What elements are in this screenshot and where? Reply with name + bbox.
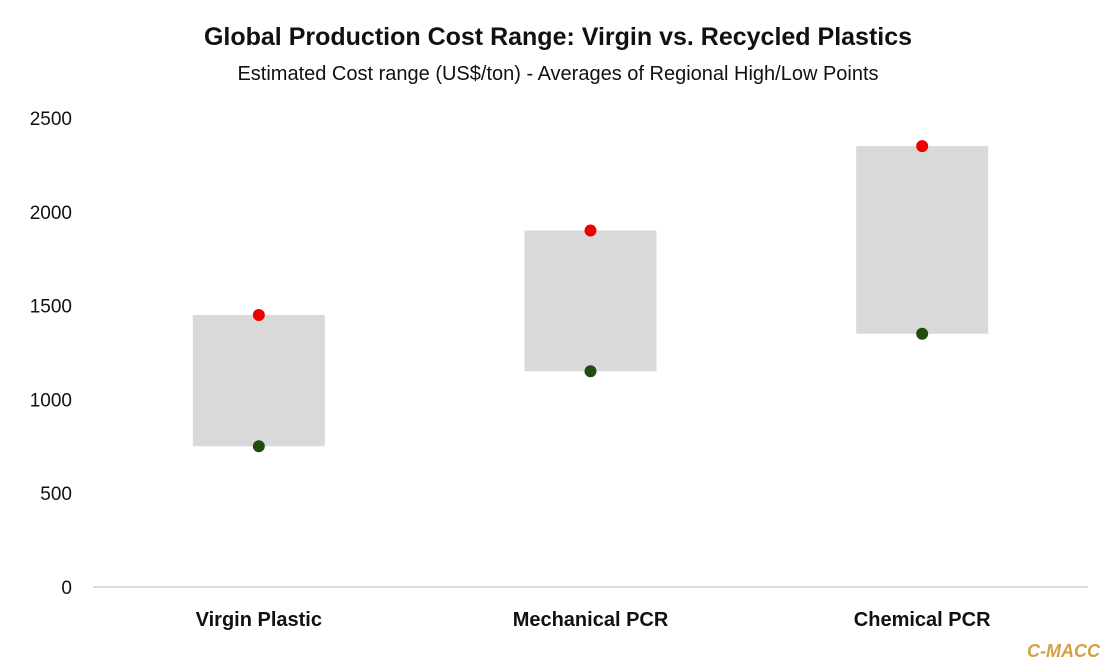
low-point — [584, 365, 597, 378]
x-axis: Virgin Plastic Mechanical PCR Chemical PCR — [196, 609, 991, 631]
low-point — [916, 327, 929, 340]
chart-title: Global Production Cost Range: Virgin vs.… — [204, 23, 912, 51]
y-tick-label: 1000 — [30, 390, 72, 411]
brand-watermark: C-MACC — [1027, 641, 1101, 661]
y-tick-label: 500 — [40, 484, 72, 505]
range-bar — [856, 146, 989, 334]
x-tick-label: Chemical PCR — [854, 609, 991, 631]
high-point — [584, 224, 597, 237]
high-point — [916, 140, 929, 153]
high-point — [252, 308, 265, 321]
y-tick-label: 1500 — [30, 297, 72, 318]
y-tick-label: 2500 — [30, 109, 72, 130]
range-bars — [192, 146, 989, 447]
chart-subtitle: Estimated Cost range (US$/ton) - Average… — [237, 63, 878, 85]
range-bar — [524, 230, 657, 372]
y-tick-label: 0 — [61, 578, 72, 599]
data-points — [252, 140, 929, 453]
range-bar — [192, 314, 325, 447]
x-tick-label: Mechanical PCR — [513, 609, 669, 631]
y-axis: 0 500 1000 1500 2000 2500 — [30, 109, 72, 599]
low-point — [252, 440, 265, 453]
x-tick-label: Virgin Plastic — [196, 609, 322, 631]
y-tick-label: 2000 — [30, 203, 72, 224]
